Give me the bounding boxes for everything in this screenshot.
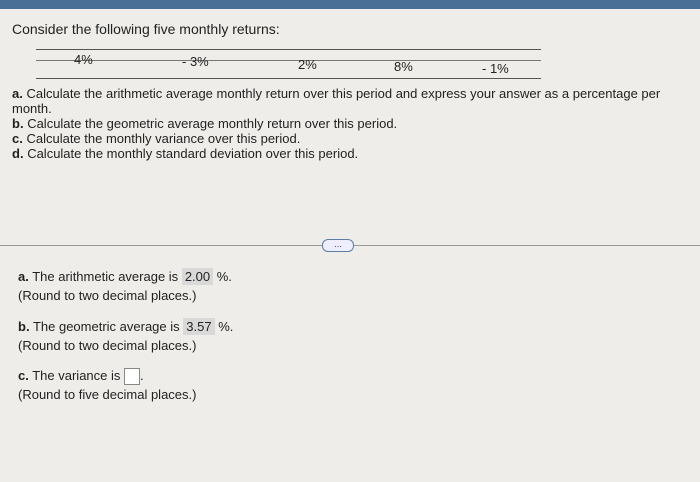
rounding-note: (Round to five decimal places.): [18, 387, 197, 403]
top-bar: [0, 0, 700, 9]
answer-c-input[interactable]: [124, 368, 141, 386]
intro-text: Consider the following five monthly retu…: [12, 21, 280, 37]
return-cell: - 1%: [482, 61, 509, 76]
return-cell: 4%: [74, 52, 93, 67]
rounding-note: (Round to two decimal places.): [18, 288, 197, 303]
table-rule: [36, 60, 541, 61]
answer-a: a. The arithmetic average is 2.00 %. (Ro…: [18, 268, 232, 303]
question-c: c. Calculate the monthly variance over t…: [12, 131, 301, 146]
return-cell: 2%: [298, 57, 317, 72]
question-list: a. Calculate the arithmetic average mont…: [12, 86, 682, 161]
answer-b: b. The geometric average is 3.57 %. (Rou…: [18, 318, 234, 353]
answer-b-input[interactable]: 3.57: [183, 318, 215, 335]
more-button[interactable]: ...: [322, 239, 354, 252]
problem-panel: Consider the following five monthly retu…: [0, 9, 700, 482]
returns-table: 4% - 3% 2% 8% - 1%: [36, 49, 541, 79]
answer-a-input[interactable]: 2.00: [181, 268, 214, 285]
question-b: b. Calculate the geometric average month…: [12, 116, 398, 131]
question-a: a. Calculate the arithmetic average mont…: [12, 86, 661, 116]
question-d: d. Calculate the monthly standard deviat…: [12, 146, 359, 161]
answer-c: c. The variance is . (Round to five deci…: [18, 368, 197, 403]
return-cell: 8%: [394, 59, 413, 74]
return-cell: - 3%: [182, 54, 209, 69]
rounding-note: (Round to two decimal places.): [18, 338, 197, 353]
